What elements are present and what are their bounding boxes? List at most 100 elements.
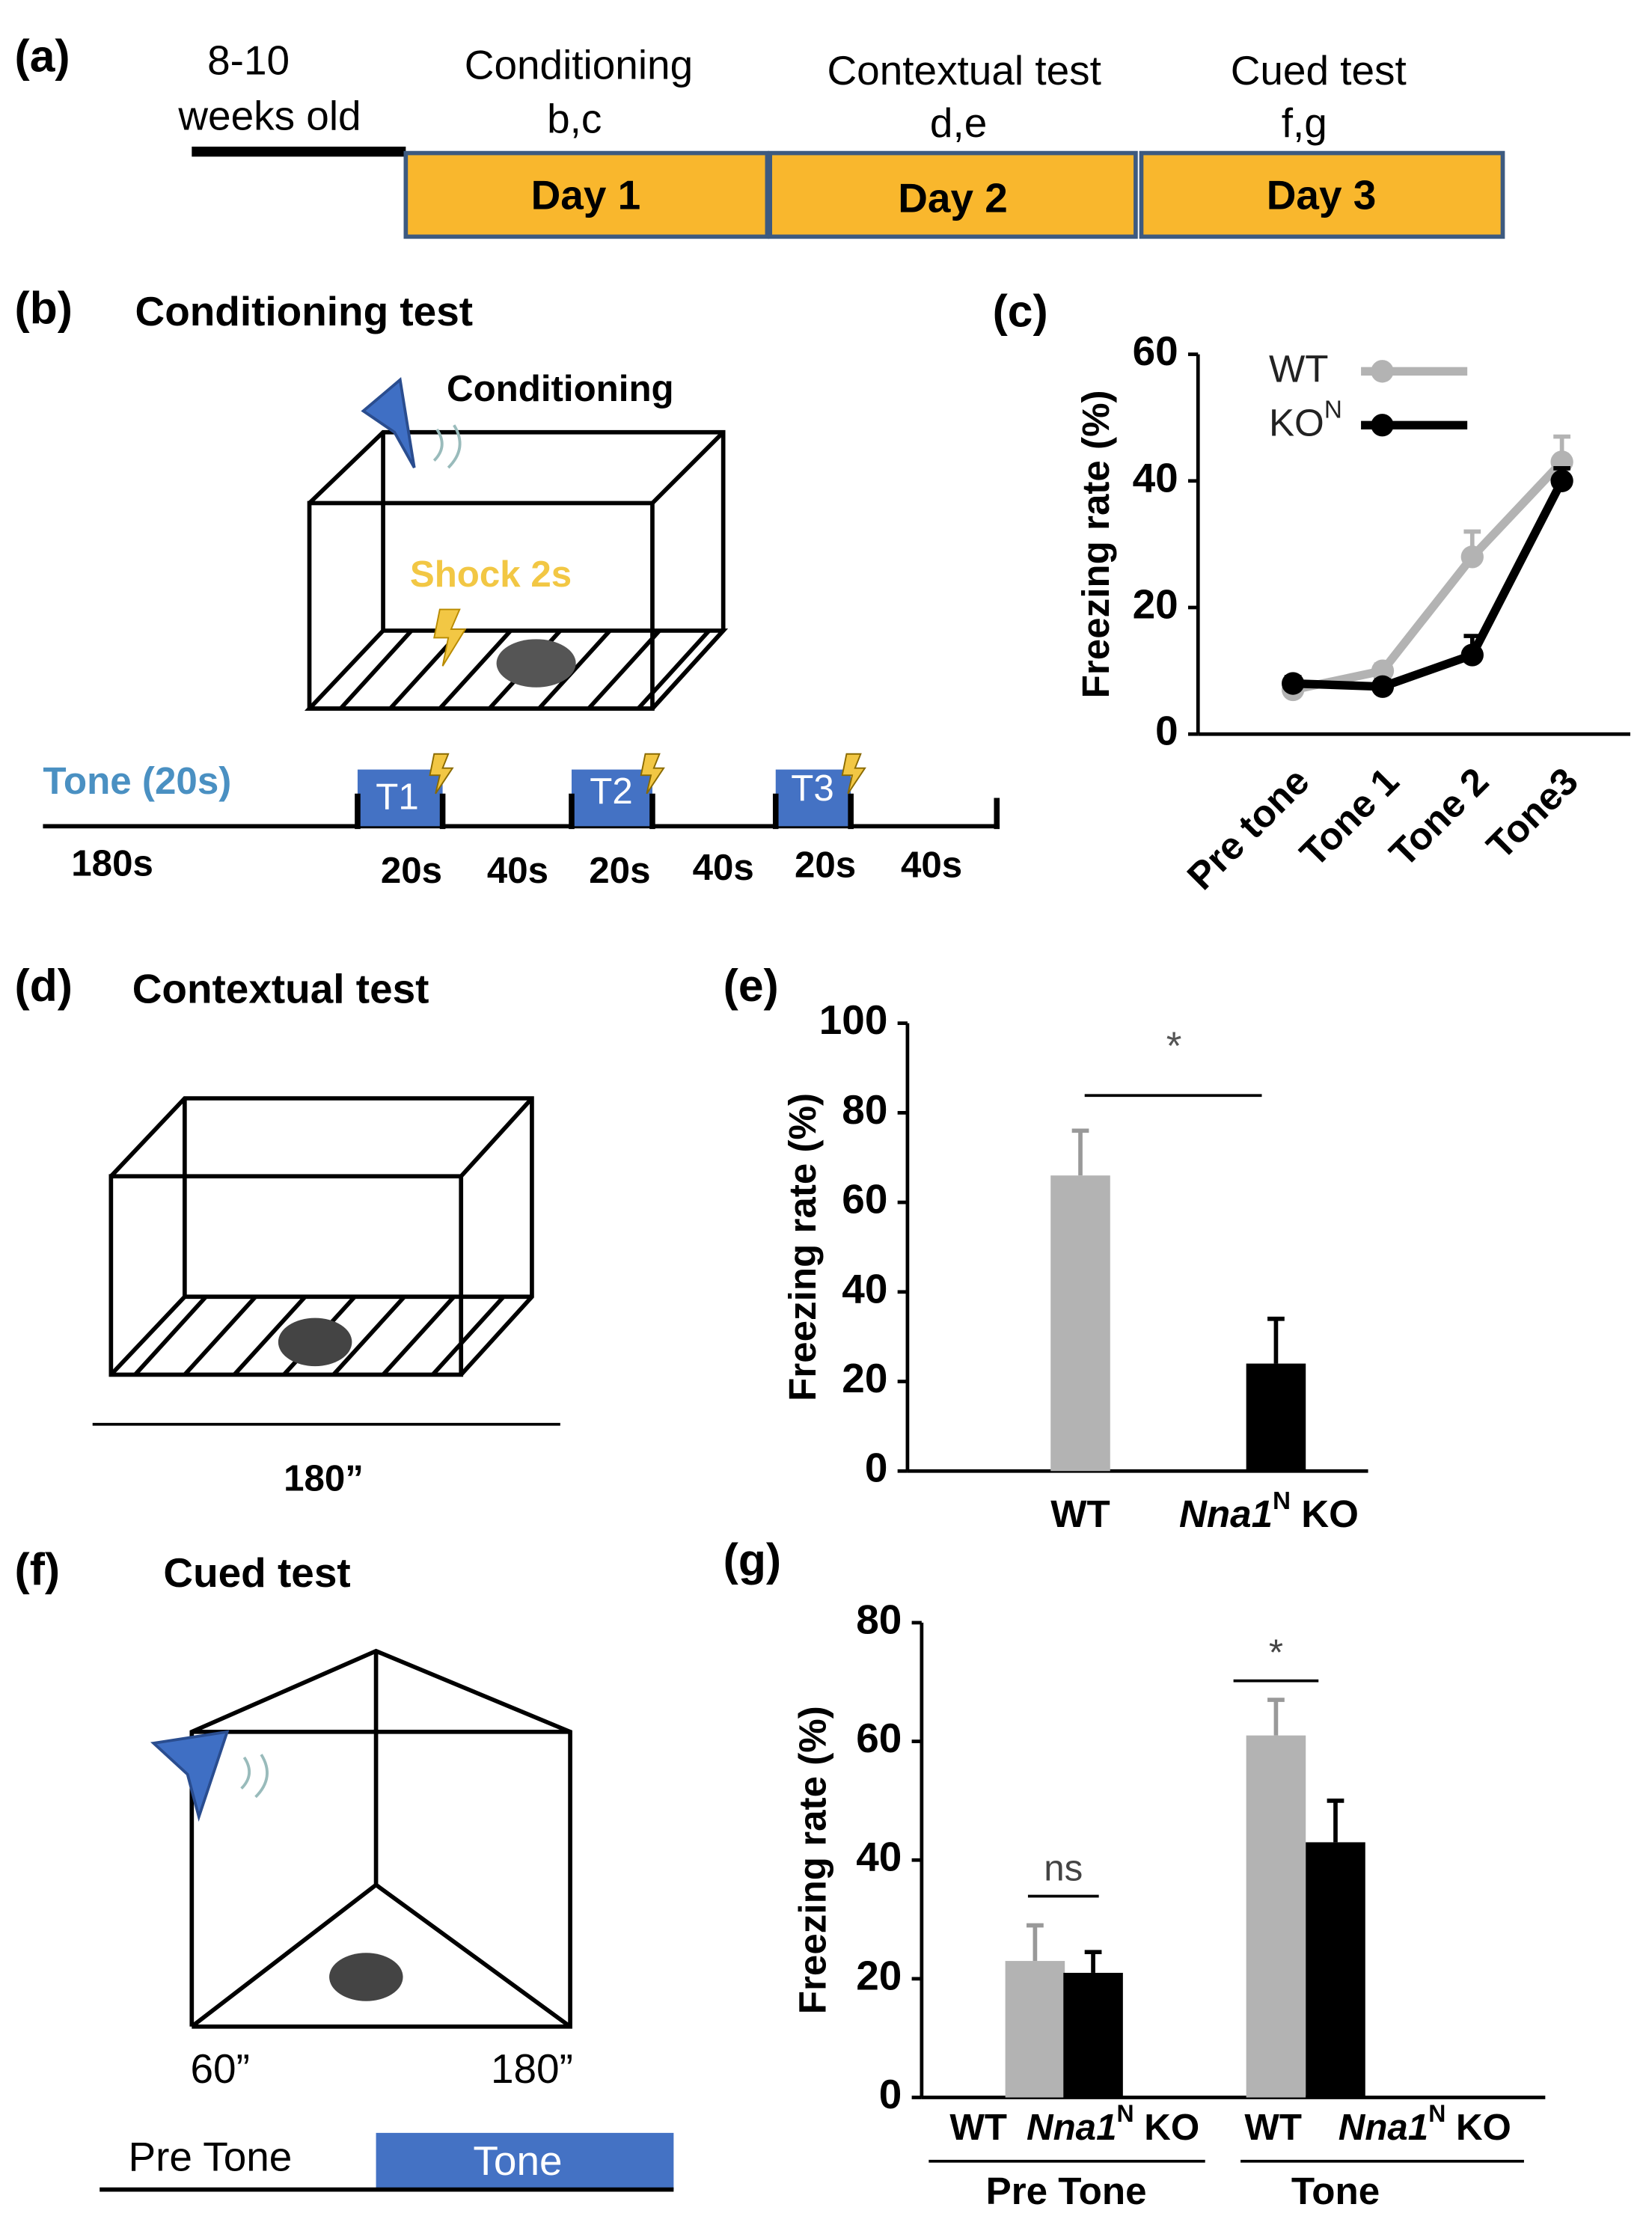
legend-marker bbox=[1371, 360, 1394, 383]
sound bbox=[240, 1754, 269, 1799]
x-tick-label: WT bbox=[1050, 1492, 1110, 1534]
panel-label: (g) bbox=[723, 1534, 781, 1585]
stage: Cued test bbox=[1231, 47, 1407, 94]
panel-label: (c) bbox=[993, 286, 1048, 337]
text-part: KO bbox=[1269, 401, 1324, 444]
day-box bbox=[768, 150, 1138, 239]
tone-label: Tone (20s) bbox=[43, 759, 231, 802]
panel-title: Conditioning test bbox=[135, 288, 474, 334]
bar bbox=[1246, 1735, 1306, 2098]
y-tick-label: 100 bbox=[819, 997, 888, 1043]
panel-d: (d) Contextual test 180” bbox=[15, 960, 560, 1499]
significance: * bbox=[1166, 1024, 1182, 1068]
y-tick-label: 0 bbox=[879, 2071, 902, 2117]
x-tick-label: Tone 1 bbox=[1291, 759, 1407, 875]
y-tick-label: 60 bbox=[1133, 328, 1178, 374]
tone-block bbox=[571, 769, 652, 827]
stage: Contextual test bbox=[827, 47, 1101, 94]
y-tick-label: 0 bbox=[865, 1445, 888, 1491]
phase: Tone bbox=[473, 2137, 562, 2184]
panel-a: (a) 8-10 weeks old Conditioning b,c Cont… bbox=[15, 31, 1505, 239]
tone-block bbox=[775, 769, 851, 827]
y-tick-label: 20 bbox=[842, 1355, 887, 1401]
tone-name: T1 bbox=[376, 776, 418, 817]
phase: Pre Tone bbox=[129, 2133, 293, 2179]
tone-block bbox=[376, 2132, 674, 2190]
series-line bbox=[1291, 459, 1565, 694]
panel-title: Cued test bbox=[163, 1549, 350, 1596]
age: weeks old bbox=[177, 93, 361, 139]
series-line bbox=[1292, 479, 1566, 691]
tone-name: T2 bbox=[590, 771, 632, 812]
bar bbox=[1306, 1842, 1365, 2098]
text-part: KO bbox=[1446, 2107, 1511, 2148]
significance: * bbox=[1269, 1632, 1283, 1674]
speaker bbox=[150, 1730, 230, 1822]
text-part: WT bbox=[1269, 347, 1328, 390]
y-tick-label: 0 bbox=[1155, 708, 1178, 754]
stage-panels: f,g bbox=[1282, 100, 1327, 146]
time: 180” bbox=[491, 2045, 573, 2092]
panel-b: (b) Conditioning test Conditioning Shock… bbox=[15, 283, 1000, 891]
tone-name: T3 bbox=[791, 768, 833, 809]
text-part: N bbox=[1324, 396, 1342, 423]
panel-f: (f) Cued test 60” 180” Pre Tone Tone bbox=[15, 1544, 674, 2192]
day: Day 2 bbox=[898, 175, 1008, 221]
point bbox=[1460, 545, 1484, 569]
duration: 180” bbox=[284, 1458, 364, 1499]
shock-label: Shock 2s bbox=[410, 554, 572, 595]
chamber bbox=[307, 429, 726, 711]
y-axis-label: Freezing rate (%) bbox=[791, 1706, 833, 2014]
point bbox=[1550, 469, 1573, 492]
text-part: KO bbox=[1291, 1492, 1359, 1534]
panel-label: (d) bbox=[15, 960, 73, 1011]
shock-icon bbox=[433, 608, 467, 667]
shock-icon bbox=[429, 753, 866, 795]
legend-label: WT bbox=[1269, 347, 1328, 390]
x-tick-label: Tone 2 bbox=[1381, 759, 1496, 875]
stage-panels: d,e bbox=[930, 100, 987, 146]
text-part: N bbox=[1273, 1487, 1291, 1515]
bar-label: Nna1N KO bbox=[1027, 2101, 1199, 2149]
chamber bbox=[108, 1096, 534, 1377]
mouse bbox=[496, 639, 576, 688]
tone-blocks: T1 T2 T3 bbox=[355, 753, 866, 830]
y-tick-label: 80 bbox=[856, 1596, 902, 1642]
point bbox=[1371, 675, 1395, 698]
bar bbox=[1050, 1175, 1110, 1472]
stage-panels: b,c bbox=[547, 95, 602, 141]
point bbox=[1371, 659, 1395, 682]
age: 8-10 bbox=[207, 37, 290, 84]
bar bbox=[1005, 1961, 1065, 2098]
y-tick-label: 40 bbox=[1133, 454, 1178, 501]
group-label: Pre Tone bbox=[986, 2170, 1147, 2212]
bar-label: Nna1N KO bbox=[1339, 2101, 1511, 2149]
x-tick-label: Pre tone bbox=[1179, 759, 1318, 898]
text-part: N bbox=[1116, 2101, 1134, 2128]
mouse bbox=[329, 1953, 403, 2001]
panel-label: (b) bbox=[15, 283, 73, 334]
mouse bbox=[278, 1317, 352, 1367]
y-tick-label: 20 bbox=[856, 1952, 902, 1998]
day-box bbox=[403, 150, 770, 239]
duration: 20s bbox=[795, 844, 856, 885]
time: 60” bbox=[191, 2045, 250, 2092]
duration: 180s bbox=[71, 842, 153, 884]
legend-label: KON bbox=[1269, 396, 1342, 444]
y-tick-label: 20 bbox=[1133, 581, 1178, 628]
duration: 20s bbox=[381, 850, 442, 891]
legend-marker bbox=[1371, 414, 1394, 437]
y-tick-label: 80 bbox=[842, 1086, 887, 1133]
day: Day 3 bbox=[1267, 172, 1377, 218]
x-tick-label: Nna1N KO bbox=[1179, 1487, 1359, 1535]
text-part: Nna1 bbox=[1179, 1492, 1273, 1534]
significance: ns bbox=[1044, 1847, 1083, 1888]
text-part: WT bbox=[949, 2107, 1007, 2148]
text-part: WT bbox=[1244, 2107, 1302, 2148]
duration: 40s bbox=[487, 850, 548, 891]
chamber-label: Conditioning bbox=[447, 368, 674, 409]
point bbox=[1282, 672, 1305, 695]
stage: Conditioning bbox=[465, 41, 693, 88]
hatching bbox=[133, 1295, 506, 1377]
